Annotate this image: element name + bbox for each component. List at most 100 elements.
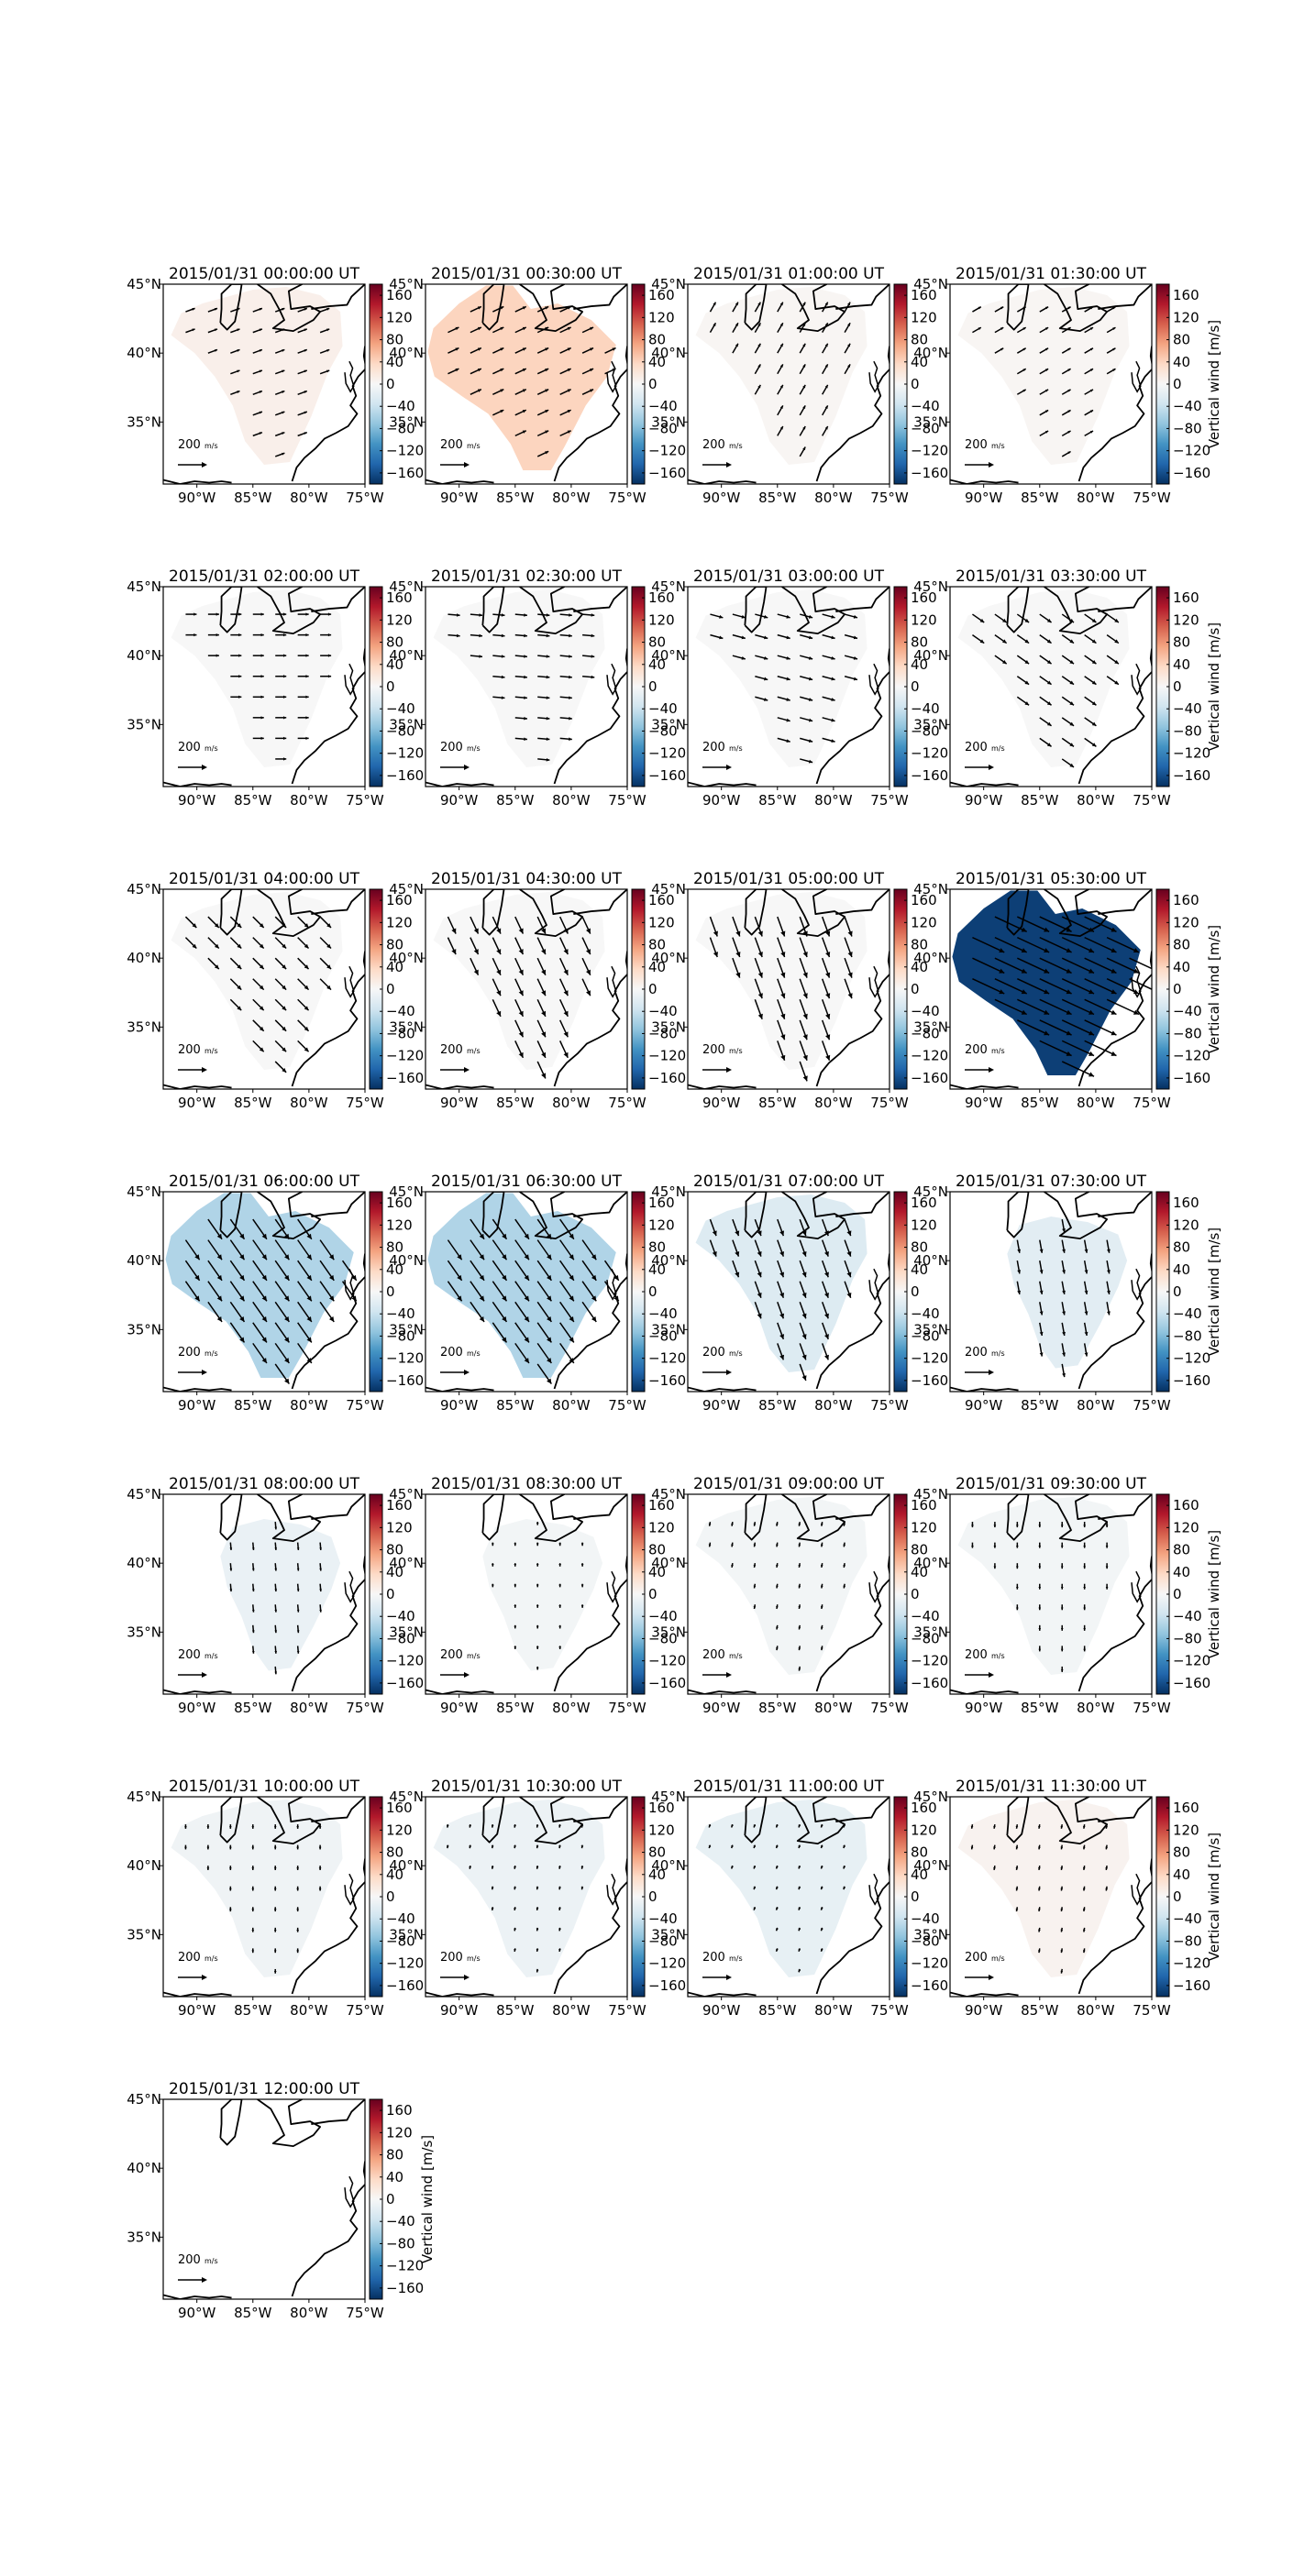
wind-vector-head [1091,659,1097,665]
wind-vector-head [569,633,572,638]
axes-frame [425,1493,628,1695]
wind-vector-head [524,1274,529,1281]
wind-vector [580,1604,584,1608]
x-tick-label: 80°W [552,1700,591,1716]
wind-vector [1061,1239,1066,1253]
wind-vector [777,1322,785,1340]
reference-arrow-label: 200 [702,1346,725,1360]
wind-vector-head [708,1523,712,1526]
coastline-gulf [425,781,494,787]
wind-vector-head [802,1034,808,1040]
wind-vector-head [802,446,806,451]
wind-vector-head [327,633,332,637]
wind-vector-head [1111,1051,1117,1056]
wind-vector [1039,936,1072,953]
wind-vector-head [1066,927,1072,932]
wind-vector-head [305,675,309,678]
wind-vector-head [1038,1909,1041,1912]
wind-vector-head [536,1866,539,1869]
colorbar-tick-label: −40 [648,1305,678,1322]
colorbar-tick-label: −160 [386,1977,424,1994]
wind-vector [559,1342,575,1364]
wind-vector-head [1000,347,1004,351]
wind-vector-head [194,1254,200,1260]
wind-vector-head [825,930,831,937]
colorbar-tick-label: 160 [1173,287,1199,303]
wind-vector [1016,306,1027,313]
colorbar-tick-label: −80 [911,420,940,436]
wind-vector-head [282,1006,287,1011]
wind-vector [820,1948,823,1953]
y-tick-label: 45°N [389,1789,424,1805]
wind-vector [732,302,739,313]
wind-vector-head [545,306,549,310]
wind-vector-head [193,633,197,637]
colorbar-tick-label: 0 [911,376,920,392]
x-tick-label: 90°W [440,2002,479,2019]
wind-vector-head [569,1316,574,1322]
colorbar-tick-label: 160 [911,1497,937,1514]
wind-vector-head [296,1589,300,1592]
colorbar-tick-label: −160 [1173,465,1210,481]
wind-vector [251,1948,255,1954]
wind-vector-head [541,1010,547,1017]
wind-vector-head [228,1909,232,1912]
wind-vector [1038,1823,1041,1829]
wind-vector [798,1907,801,1910]
wind-vector [1060,1823,1064,1829]
wind-vector [1039,655,1052,665]
wind-vector [822,302,829,313]
wind-vector-head [780,1054,786,1061]
wind-vector [580,1866,584,1869]
wind-vector [1060,1563,1064,1569]
wind-vector [341,1260,358,1282]
colorbar-tick-label: −40 [648,398,678,414]
wind-vector-head [1044,989,1050,995]
wind-vector-head [524,1233,529,1239]
plot-area [163,1797,365,1997]
vertical-wind-field [171,892,343,1070]
wind-vector-head [259,1026,264,1031]
wind-vector-head [776,1887,779,1890]
wind-vector-head [1060,1929,1064,1932]
wind-vector [821,1218,829,1237]
wind-vector-head [518,928,524,934]
wind-vector [732,916,741,937]
wind-vector-head [735,343,738,347]
wind-vector [492,613,505,617]
wind-vector [251,1886,255,1891]
wind-vector [514,613,527,617]
wind-vector [822,322,829,333]
wind-vector [492,389,504,395]
wind-vector [843,1865,846,1869]
wind-vector [297,307,308,313]
y-tick-label: 35°N [651,413,686,430]
wind-vector-head [284,1295,290,1302]
wind-vector [536,1301,552,1323]
coastline-chesapeake [606,965,617,998]
wind-vector [1083,1604,1087,1611]
wind-vector [296,1927,300,1932]
wind-vector-head [776,1565,779,1568]
wind-vector-head [305,716,309,720]
wind-vector-head [757,343,761,347]
wind-vector-head [580,1887,584,1890]
wind-vector-head [259,369,262,373]
wind-vector-head [802,1013,808,1019]
colorbar-tick-label: 80 [648,1844,666,1861]
wind-vector [1061,1322,1066,1337]
reference-arrow-unit: m/s [991,1652,1005,1660]
wind-vector-head [563,990,569,996]
axes-frame [162,888,366,1090]
plot-area [688,1494,890,1694]
coastline-lakeOntario [835,1797,890,1822]
wind-vector-head [547,1316,552,1322]
wind-vector-head [546,757,550,762]
wind-vector-shaft [1061,916,1095,932]
wind-vector-head [304,1026,309,1031]
x-tick-label: 75°W [608,792,646,809]
wind-vector-head [1066,1030,1072,1036]
wind-vector [230,612,242,616]
